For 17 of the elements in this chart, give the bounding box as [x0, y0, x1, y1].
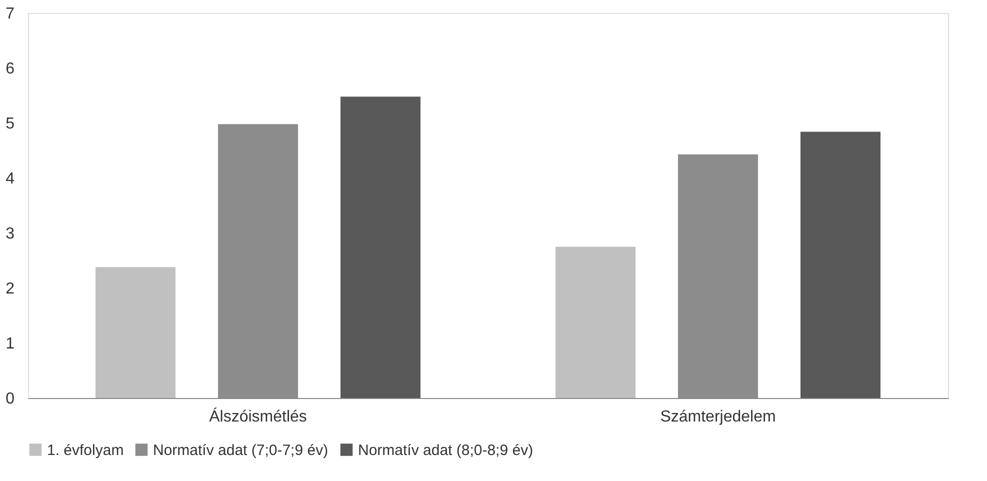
x-tick-label: Álszóismétlés	[209, 408, 307, 426]
x-tick-label: Számterjedelem	[660, 408, 776, 426]
bar	[800, 132, 880, 398]
y-tick-label: 1	[6, 336, 15, 352]
y-tick-label: 5	[6, 116, 15, 132]
legend-label: Normatív adat (7;0-7;9 év)	[153, 442, 328, 459]
legend-label: 1. évfolyam	[47, 442, 124, 459]
bar	[556, 246, 636, 398]
y-tick-label: 7	[6, 6, 15, 22]
legend-label: Normatív adat (8;0-8;9 év)	[358, 442, 534, 459]
y-tick-label: 4	[6, 170, 15, 188]
bar	[96, 267, 176, 398]
bar	[340, 96, 420, 398]
y-tick-label: 6	[6, 60, 15, 78]
y-tick-label: 3	[6, 226, 15, 242]
y-tick-label: 2	[6, 280, 15, 298]
y-tick-label: 0	[6, 390, 15, 408]
